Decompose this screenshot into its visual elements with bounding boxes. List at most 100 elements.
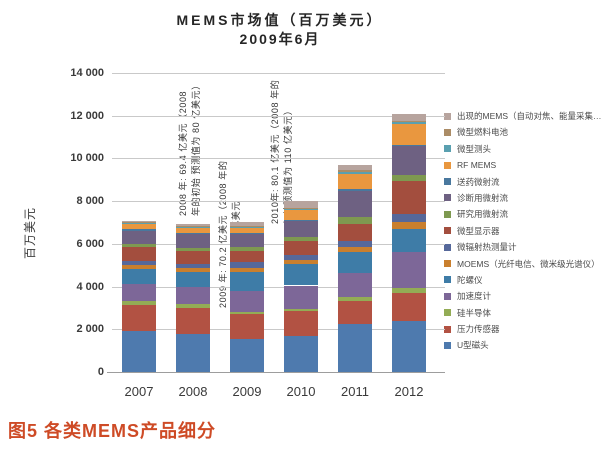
bar-segment-2007 <box>122 304 156 332</box>
legend-item: 诊断用微射流 <box>444 192 602 203</box>
bar-segment-2008 <box>176 264 210 269</box>
bar-segment-2012 <box>392 144 426 147</box>
bar-segment-2010 <box>284 240 318 255</box>
legend-swatch-icon <box>444 341 451 349</box>
bar-segment-2009 <box>230 312 264 314</box>
y-tick-label: 0 <box>97 366 104 378</box>
bar-segment-2007 <box>122 230 156 245</box>
gridline <box>112 201 445 203</box>
bar-segment-2007 <box>122 221 156 223</box>
legend-item: U型磁头 <box>444 340 602 351</box>
gridline <box>112 73 445 74</box>
x-axis-label: 2008 <box>178 384 208 399</box>
bar-segment-2011 <box>338 171 372 174</box>
legend-label: 加速度计 <box>457 291 492 302</box>
legend-label: 诊断用微射流 <box>457 192 509 203</box>
figure-caption: 图5 各类MEMS产品细分 <box>8 421 217 441</box>
y-tick-label: 4 000 <box>76 280 104 293</box>
bar-segment-2008 <box>176 333 210 372</box>
legend-item: MOEMS（光纤电信、微米级光谱仪） <box>444 258 602 269</box>
gridline <box>112 115 445 117</box>
gridline <box>112 329 445 331</box>
bar-segment-2011 <box>338 240 372 248</box>
bar-segment-2012 <box>392 122 426 125</box>
bar-segment-2009 <box>230 290 264 313</box>
legend-label: 微型测头 <box>457 143 492 154</box>
legend-item: 微型测头 <box>444 143 602 154</box>
legend-label: 硅半导体 <box>457 307 492 318</box>
legend-swatch-icon <box>444 260 451 268</box>
legend-label: MOEMS（光纤电信、微米级光谱仪） <box>457 258 600 269</box>
bar-segment-2009 <box>230 232 264 234</box>
bar-segment-2011 <box>338 301 372 324</box>
bar-segment-2012 <box>392 174 426 182</box>
bar-segment-2011 <box>338 252 372 273</box>
y-tick-label: 8 000 <box>76 195 104 208</box>
bar-segment-2007 <box>122 222 156 223</box>
chart-legend: 出现的MEMS（自动对焦、能量采集…） 微型燃料电池 微型测头 RF MEMS 送药微射… <box>444 111 602 351</box>
legend-swatch-icon <box>444 243 451 251</box>
bar-segment-2009 <box>230 268 264 273</box>
legend-swatch-icon <box>444 227 451 235</box>
legend-swatch-icon <box>444 112 451 120</box>
bar-segment-2008 <box>176 268 210 273</box>
bar-segment-2008 <box>176 227 210 234</box>
y-tick-label: 12 000 <box>70 109 104 122</box>
legend-label: 陀螺仪 <box>457 274 483 285</box>
bar-segment-2010 <box>284 285 318 309</box>
x-axis-label: 2009 <box>232 384 262 399</box>
bar-segment-2007 <box>122 244 156 247</box>
bar-segment-2010 <box>284 259 318 265</box>
bar-segment-2009 <box>230 247 264 252</box>
bar-segment-2010 <box>284 308 318 312</box>
legend-swatch-icon <box>444 145 451 153</box>
bar-segment-2012 <box>392 222 426 229</box>
bar-segment-2007 <box>122 283 156 301</box>
bar-segment-2012 <box>392 320 426 372</box>
bar-segment-2012 <box>392 228 426 253</box>
legend-label: U型磁头 <box>457 340 489 351</box>
bar-segment-2009 <box>230 222 264 226</box>
bar-segment-2010 <box>284 210 318 220</box>
bar-segment-2009 <box>230 226 264 228</box>
x-axis-label: 2011 <box>341 384 369 399</box>
legend-item: 压力传感器 <box>444 324 602 334</box>
annotation-2010-line1: 2010年: 80.1 亿美元（2008 年的 <box>270 79 280 224</box>
bar-segment-2009 <box>230 272 264 291</box>
legend-item: 微辐射热测量计 <box>444 242 602 252</box>
legend-item: 加速度计 <box>444 291 602 302</box>
bar-segment-2011 <box>338 190 372 218</box>
bar-segment-2012 <box>392 252 426 289</box>
bar-segment-2010 <box>284 335 318 372</box>
gridline <box>112 158 445 160</box>
bar-segment-2008 <box>176 226 210 228</box>
bar-segment-2012 <box>392 120 426 123</box>
bar-segment-2009 <box>230 227 264 233</box>
bar-segment-2011 <box>338 223 372 241</box>
bar-segment-2010 <box>284 311 318 336</box>
legend-swatch-icon <box>444 161 451 169</box>
bar-segment-2009 <box>230 262 264 269</box>
bar-segment-2007 <box>122 222 156 224</box>
annotation-2008-line2: 年的初始 预测值为 80 亿美元） <box>191 80 201 216</box>
legend-swatch-icon <box>444 276 451 284</box>
x-axis-label: 2010 <box>286 384 316 399</box>
legend-swatch-icon <box>444 128 451 136</box>
legend-swatch-icon <box>444 325 451 333</box>
y-tick-label: 6 000 <box>76 237 104 250</box>
legend-label: 微型显示器 <box>457 225 500 236</box>
bar-segment-2010 <box>284 219 318 221</box>
y-tick-label: 10 000 <box>70 152 104 165</box>
annotation-2008-line1: 2008 年: 69.4 亿美元（2008 <box>178 90 188 216</box>
legend-swatch-icon <box>444 309 451 317</box>
bar-segment-2010 <box>284 220 318 237</box>
legend-item: 送药微射流 <box>444 176 602 187</box>
bar-segment-2011 <box>338 297 372 302</box>
bar-segment-2011 <box>338 165 372 171</box>
bar-segment-2008 <box>176 250 210 265</box>
annotation-2008: 2008 年: 69.4 亿美元（2008 年的初始 预测值为 80 亿美元） <box>177 80 203 216</box>
chart-subtitle: 2009年6月 <box>239 31 321 47</box>
y-axis-title: 百万美元 <box>23 207 37 260</box>
legend-label: 送药微射流 <box>457 176 500 187</box>
bar-segment-2010 <box>284 207 318 209</box>
